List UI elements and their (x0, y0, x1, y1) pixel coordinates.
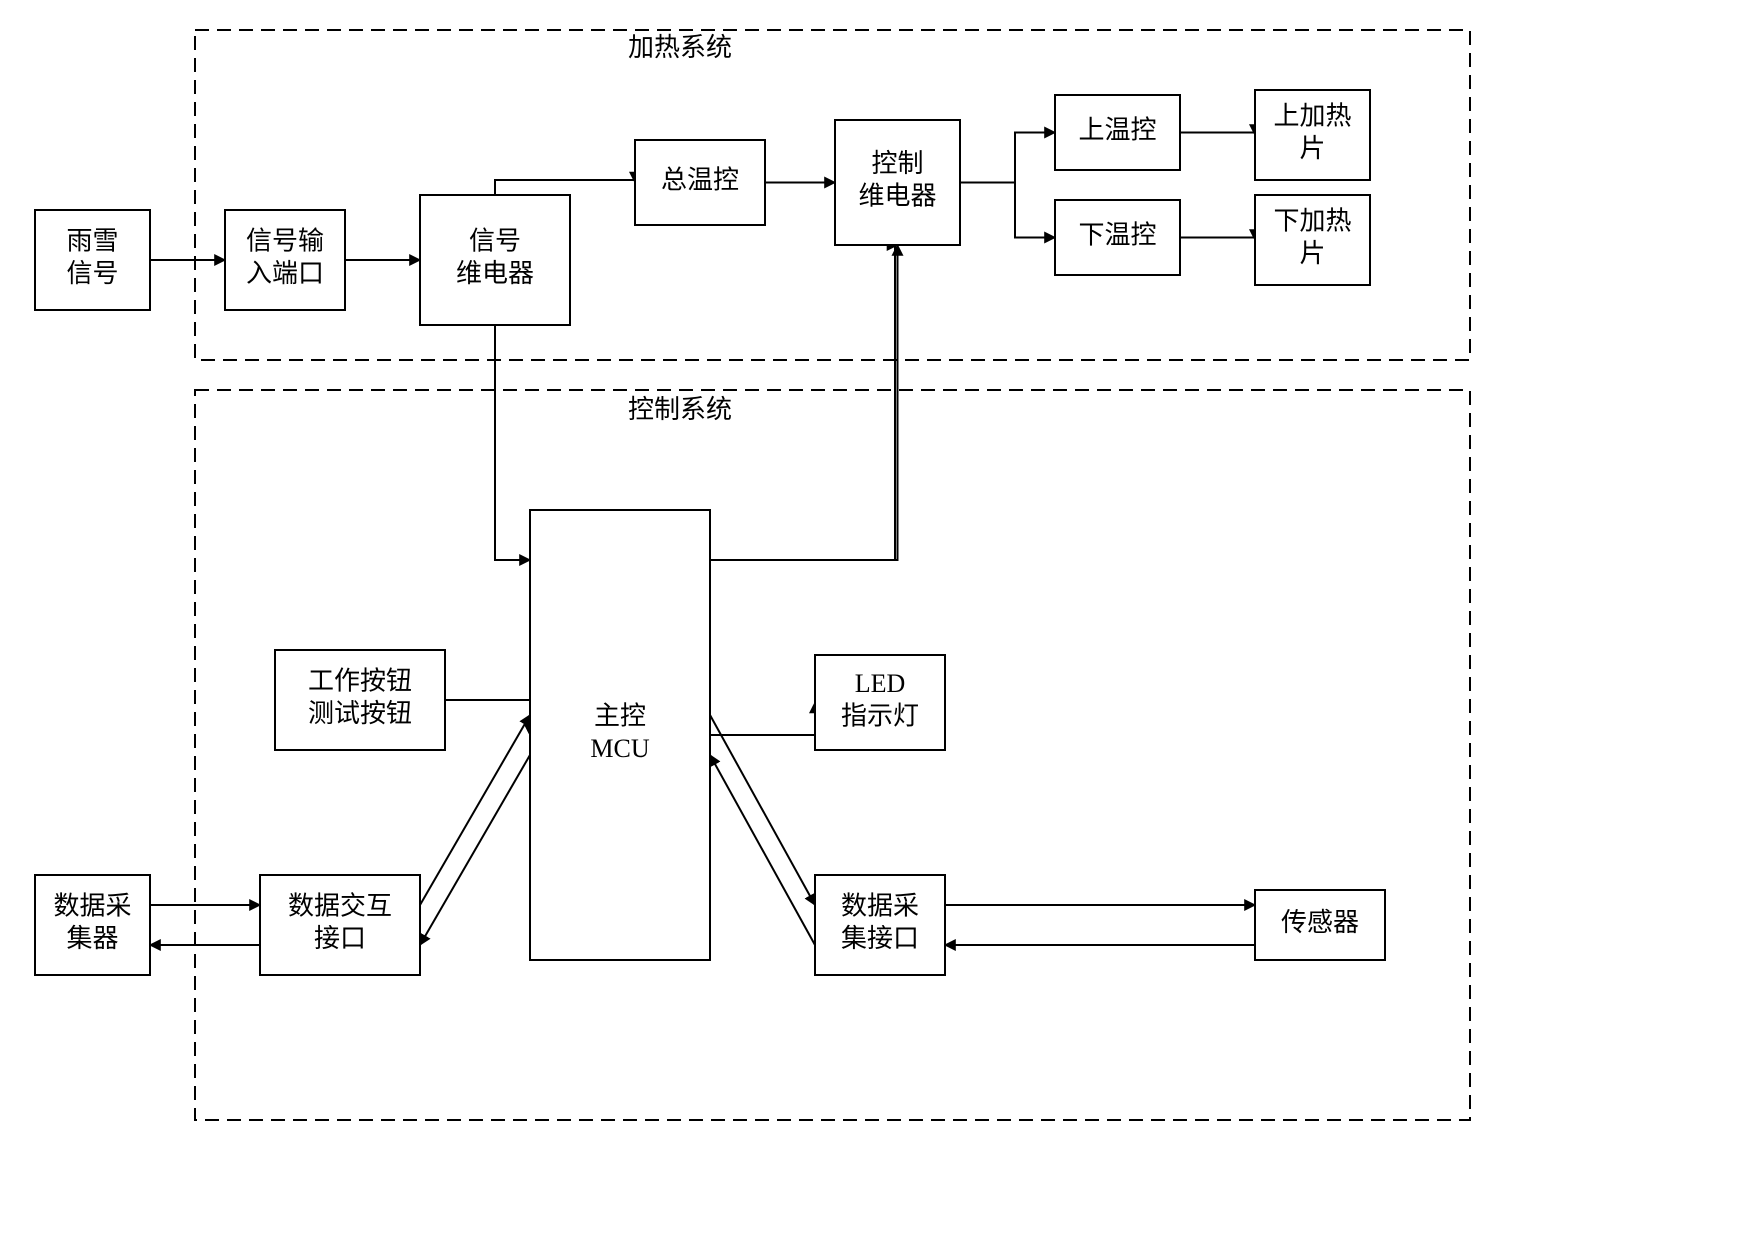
edge (495, 325, 530, 735)
node-signal_relay-label-0: 信号 (469, 227, 521, 256)
node-mcu-label-1: MCU (590, 734, 649, 763)
node-led-label-1: 指示灯 (841, 702, 919, 731)
node-ctrl_relay-label-0: 控制 (871, 149, 923, 178)
node-total_temp-label-0: 总温控 (661, 165, 739, 194)
node-signal_relay-label-1: 维电器 (456, 259, 534, 288)
node-data_collect_if-label-1: 集接口 (841, 924, 919, 953)
edge (710, 703, 815, 736)
node-led-label-0: LED (855, 669, 906, 698)
edge (960, 183, 1055, 238)
node-data_interact-label-1: 接口 (314, 924, 366, 953)
node-upper_temp-label-0: 上温控 (1078, 115, 1156, 144)
node-upper_heat-label-0: 上加热 (1273, 102, 1351, 131)
node-signal_in-label-0: 信号输 (246, 227, 324, 256)
node-sensor-label-0: 传感器 (1281, 908, 1359, 937)
node-data_collector-label-0: 数据采 (53, 892, 131, 921)
region-heating-label: 加热系统 (628, 33, 732, 62)
node-data_collect_if-label-0: 数据采 (841, 892, 919, 921)
edge (710, 245, 898, 560)
edge (445, 700, 530, 735)
node-lower_temp-label-0: 下温控 (1078, 220, 1156, 249)
node-ctrl_relay-label-1: 维电器 (858, 182, 936, 211)
node-upper_heat-label-1: 片 (1299, 134, 1325, 163)
node-lower_heat-label-1: 片 (1299, 239, 1325, 268)
node-rain_snow-label-1: 信号 (66, 259, 118, 288)
edge (710, 715, 815, 905)
node-data_collector-label-1: 集器 (66, 924, 118, 953)
edge (420, 755, 530, 945)
region-control (195, 390, 1470, 1120)
edge (495, 180, 635, 195)
edge (1180, 133, 1255, 136)
node-signal_in-label-1: 入端口 (246, 259, 324, 288)
region-control-label: 控制系统 (628, 395, 732, 424)
node-lower_heat-label-0: 下加热 (1273, 207, 1351, 236)
node-data_interact-label-0: 数据交互 (288, 892, 392, 921)
node-rain_snow-label-0: 雨雪 (66, 227, 118, 256)
node-mcu-label-0: 主控 (594, 702, 646, 731)
edge (1180, 238, 1255, 241)
edge (960, 133, 1055, 183)
edge (710, 755, 815, 945)
node-buttons-label-1: 测试按钮 (308, 699, 412, 728)
node-buttons-label-0: 工作按钮 (308, 667, 412, 696)
